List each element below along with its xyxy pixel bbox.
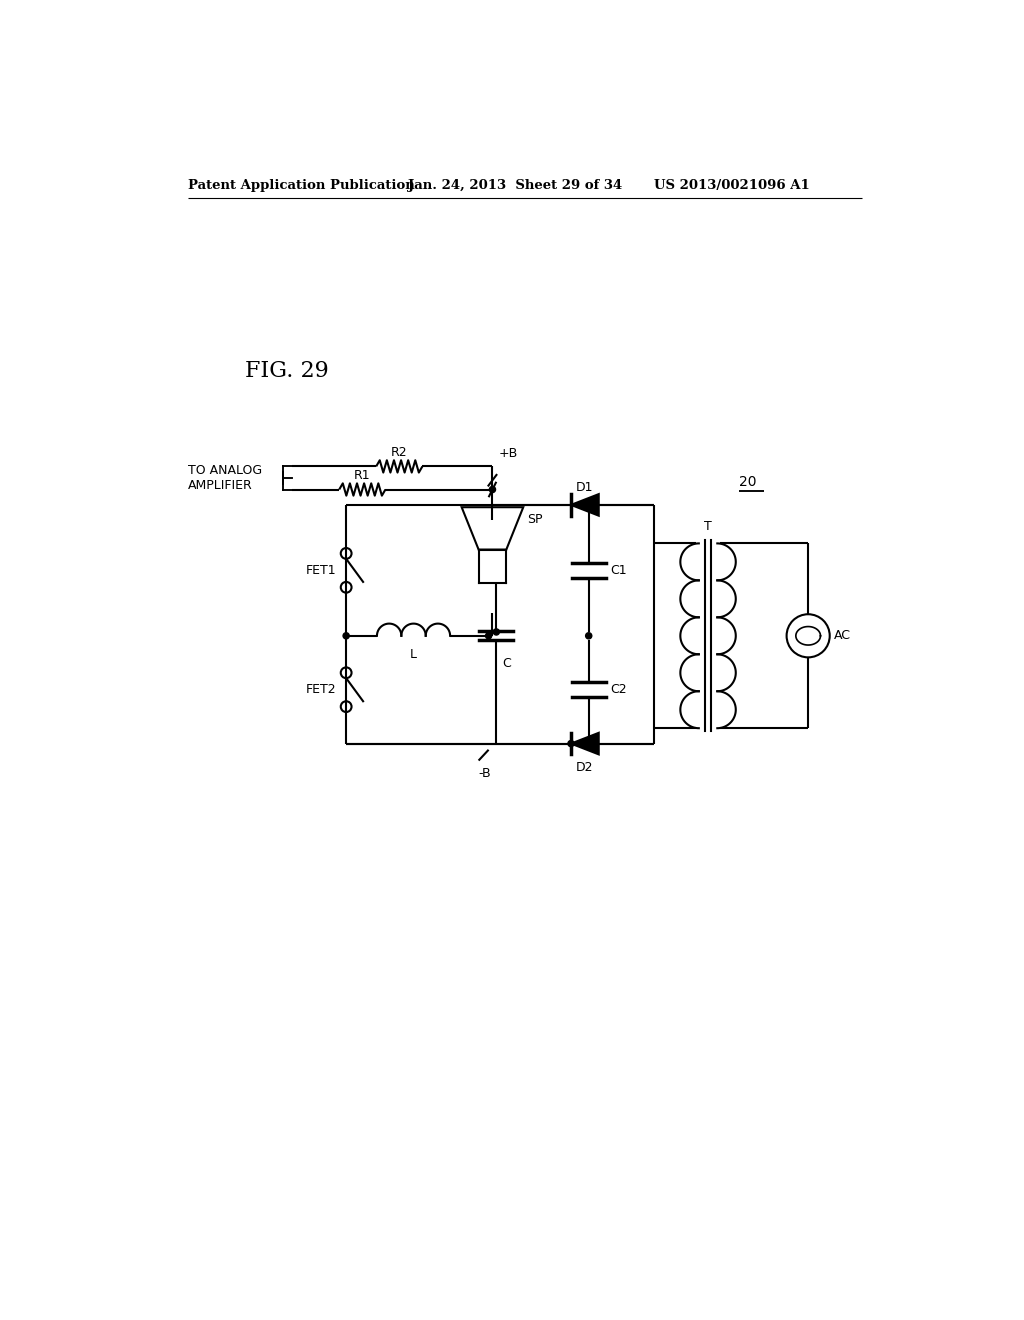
Circle shape <box>485 632 492 639</box>
Text: C2: C2 <box>610 684 627 696</box>
Text: R1: R1 <box>354 469 371 482</box>
Text: AC: AC <box>834 630 851 643</box>
Polygon shape <box>571 494 599 516</box>
Text: +B: +B <box>499 447 518 461</box>
Text: FIG. 29: FIG. 29 <box>245 360 329 381</box>
Text: R2: R2 <box>391 446 408 459</box>
Text: C: C <box>503 657 511 671</box>
Text: D2: D2 <box>577 760 594 774</box>
Text: D1: D1 <box>577 480 594 494</box>
Text: T: T <box>705 520 712 533</box>
Text: FET1: FET1 <box>306 564 337 577</box>
Circle shape <box>586 632 592 639</box>
Circle shape <box>489 486 496 492</box>
Text: US 2013/0021096 A1: US 2013/0021096 A1 <box>654 178 810 191</box>
Text: SP: SP <box>527 512 543 525</box>
Text: -B: -B <box>478 767 492 780</box>
Circle shape <box>343 632 349 639</box>
Text: FET2: FET2 <box>306 684 337 696</box>
Text: 20: 20 <box>739 475 757 490</box>
Text: TO ANALOG
AMPLIFIER: TO ANALOG AMPLIFIER <box>188 463 262 492</box>
Text: C1: C1 <box>610 564 627 577</box>
Text: L: L <box>410 648 417 661</box>
Polygon shape <box>571 733 599 755</box>
Text: Jan. 24, 2013  Sheet 29 of 34: Jan. 24, 2013 Sheet 29 of 34 <box>408 178 622 191</box>
Circle shape <box>568 741 574 747</box>
Text: Patent Application Publication: Patent Application Publication <box>188 178 415 191</box>
Circle shape <box>494 628 500 635</box>
